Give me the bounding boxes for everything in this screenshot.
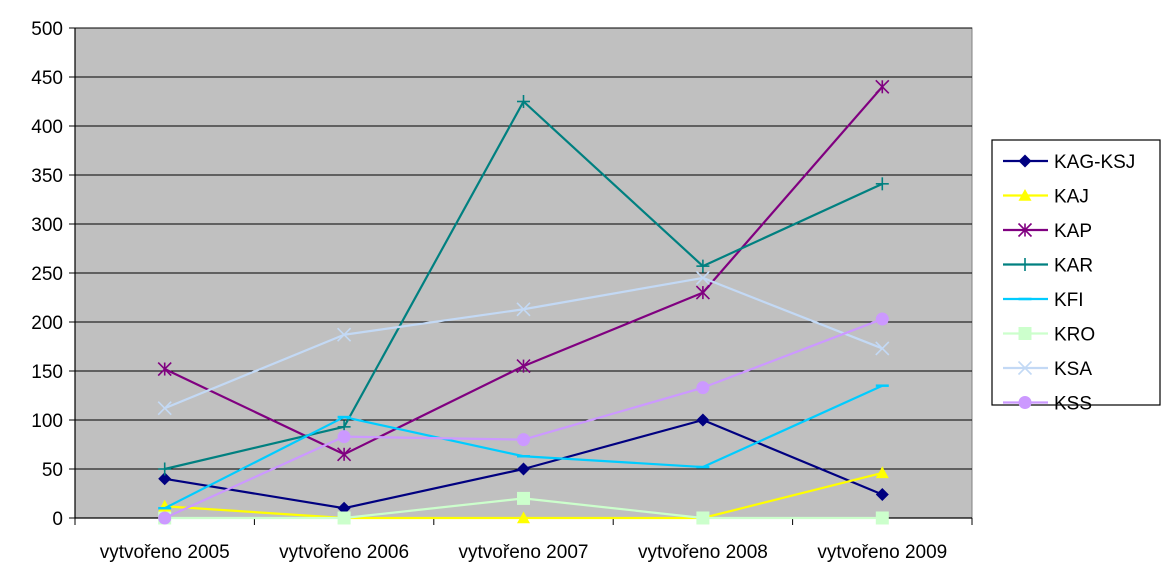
data-point: [337, 430, 351, 444]
data-point: [875, 511, 889, 525]
legend-label: KAJ: [1054, 187, 1089, 208]
data-point: [158, 462, 172, 476]
series-kag-ksj: [158, 413, 889, 515]
y-tick-label: 350: [31, 166, 63, 187]
series-kss: [158, 312, 889, 525]
x-tick-label: vytvořeno 2007: [459, 542, 589, 563]
series-kfi: [158, 384, 889, 510]
data-point: [1018, 189, 1032, 201]
y-tick-label: 500: [31, 19, 63, 40]
data-point: [158, 511, 172, 525]
legend-item: KAR: [1003, 256, 1093, 277]
data-point: [517, 433, 530, 447]
data-point: [516, 302, 531, 317]
legend: KAG-KSJ KAJ KAP KAR KFI KRO KSA KSS: [991, 139, 1161, 415]
legend-label: KRO: [1054, 325, 1095, 346]
series-kar: [158, 95, 889, 476]
data-point: [1017, 360, 1033, 376]
data-point: [517, 95, 530, 108]
data-point: [696, 511, 710, 525]
data-point: [1018, 154, 1032, 168]
legend-item: KFI: [1003, 290, 1084, 311]
y-tick-label: 400: [31, 117, 63, 138]
data-point: [875, 312, 889, 326]
data-point: [1018, 258, 1032, 271]
legend-item: KSS: [1003, 394, 1092, 415]
y-tick-label: 250: [31, 264, 63, 285]
data-point: [517, 462, 530, 476]
data-point: [875, 177, 889, 191]
data-point: [517, 491, 530, 505]
data-point: [875, 487, 889, 501]
data-point: [1018, 396, 1032, 409]
data-point: [517, 511, 530, 524]
legend-item: KAG-KSJ: [1003, 152, 1135, 173]
data-point: [337, 447, 352, 462]
legend-label: KAG-KSJ: [1054, 152, 1135, 173]
legend-label: KFI: [1054, 290, 1084, 311]
series-kap: [157, 79, 890, 462]
data-point: [875, 79, 890, 94]
data-point: [696, 413, 710, 427]
x-tick-label: vytvořeno 2008: [638, 542, 768, 563]
y-tick-label: 200: [31, 313, 63, 334]
legend-item: KSA: [1003, 359, 1092, 380]
x-tick-label: vytvořeno 2005: [100, 542, 230, 563]
data-point: [337, 501, 351, 515]
legend-label: KSA: [1054, 359, 1092, 380]
data-point: [875, 466, 889, 479]
y-tick-label: 450: [31, 68, 63, 89]
y-tick-label: 0: [52, 509, 63, 530]
legend-box: [991, 139, 1161, 406]
data-point: [695, 270, 710, 285]
legend-item: KRO: [1003, 325, 1095, 346]
y-tick-label: 150: [31, 362, 63, 383]
data-point: [516, 359, 531, 374]
legend-label: KAP: [1054, 221, 1092, 242]
data-point: [696, 381, 710, 395]
y-tick-label: 50: [42, 460, 63, 481]
x-tick-label: vytvořeno 2009: [817, 542, 947, 563]
data-point: [157, 361, 172, 377]
x-axis-ticks: vytvořeno 2005 vytvořeno 2006 vytvořeno 20…: [74, 518, 973, 563]
legend-item: KAJ: [1003, 187, 1089, 208]
y-tick-label: 300: [31, 215, 63, 236]
legend-label: KAR: [1054, 256, 1093, 277]
legend-label: KSS: [1054, 394, 1092, 415]
x-tick-label: vytvořeno 2006: [279, 542, 409, 563]
y-axis-ticks: 0 50 100 150 200 250 300 350 400 450 500: [31, 19, 75, 530]
data-point: [1017, 222, 1033, 238]
data-point: [1018, 327, 1032, 340]
data-point: [158, 472, 172, 486]
y-tick-label: 100: [31, 411, 63, 432]
data-point: [337, 511, 351, 525]
data-point: [696, 259, 710, 273]
legend-item: KAP: [1003, 221, 1092, 242]
data-point: [157, 401, 172, 416]
data-point: [337, 327, 352, 342]
series-layer: [157, 79, 890, 525]
series-ksa: [157, 270, 890, 416]
data-point: [875, 341, 890, 356]
data-point: [695, 285, 710, 300]
